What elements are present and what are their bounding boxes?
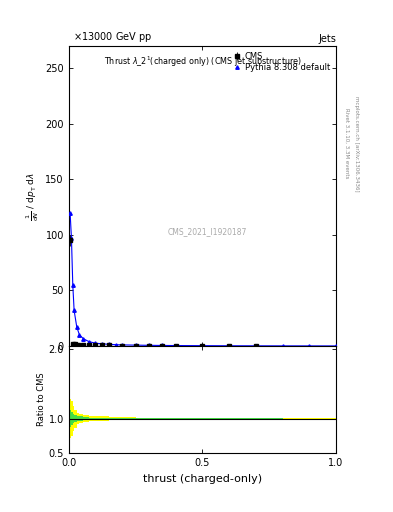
Y-axis label: $\frac{1}{\mathrm{d}N}$ / $\mathrm{d}p_\mathrm{T}$ $\mathrm{d}\lambda$: $\frac{1}{\mathrm{d}N}$ / $\mathrm{d}p_\… — [24, 172, 41, 221]
Pythia 8.308 default — [147, 342, 151, 348]
Pythia 8.308 default — [307, 343, 312, 349]
Pythia 8.308 default — [173, 343, 178, 349]
Pythia 8.308 default — [68, 209, 72, 216]
Text: Jets: Jets — [318, 33, 336, 44]
Text: CMS_2021_I1920187: CMS_2021_I1920187 — [168, 227, 248, 237]
Text: Thrust $\lambda\_2^1$(charged only) (CMS jet substructure): Thrust $\lambda\_2^1$(charged only) (CMS… — [103, 55, 302, 70]
Pythia 8.308 default — [100, 340, 105, 347]
Pythia 8.308 default — [113, 342, 118, 348]
Text: $\times$13000 GeV pp: $\times$13000 GeV pp — [73, 30, 152, 44]
X-axis label: thrust (charged-only): thrust (charged-only) — [143, 474, 262, 483]
Pythia 8.308 default — [227, 343, 231, 349]
Pythia 8.308 default — [69, 235, 74, 241]
Y-axis label: Ratio to CMS: Ratio to CMS — [37, 373, 46, 426]
Legend: CMS, Pythia 8.308 default: CMS, Pythia 8.308 default — [230, 50, 332, 74]
Text: mcplots.cern.ch [arXiv:1306.3436]: mcplots.cern.ch [arXiv:1306.3436] — [354, 96, 359, 191]
Pythia 8.308 default — [120, 342, 125, 348]
Pythia 8.308 default — [81, 336, 86, 342]
Pythia 8.308 default — [77, 332, 82, 338]
Line: Pythia 8.308 default: Pythia 8.308 default — [68, 211, 338, 348]
Pythia 8.308 default — [93, 340, 98, 346]
Pythia 8.308 default — [70, 282, 75, 288]
Pythia 8.308 default — [72, 307, 77, 313]
Pythia 8.308 default — [133, 342, 138, 348]
Pythia 8.308 default — [160, 343, 165, 349]
Text: Rivet 3.1.10, 3.3M events: Rivet 3.1.10, 3.3M events — [344, 108, 349, 179]
Pythia 8.308 default — [107, 342, 111, 348]
Pythia 8.308 default — [74, 324, 79, 330]
Pythia 8.308 default — [86, 338, 91, 345]
Pythia 8.308 default — [334, 343, 338, 349]
Pythia 8.308 default — [200, 343, 205, 349]
Pythia 8.308 default — [280, 343, 285, 349]
Pythia 8.308 default — [253, 343, 258, 349]
